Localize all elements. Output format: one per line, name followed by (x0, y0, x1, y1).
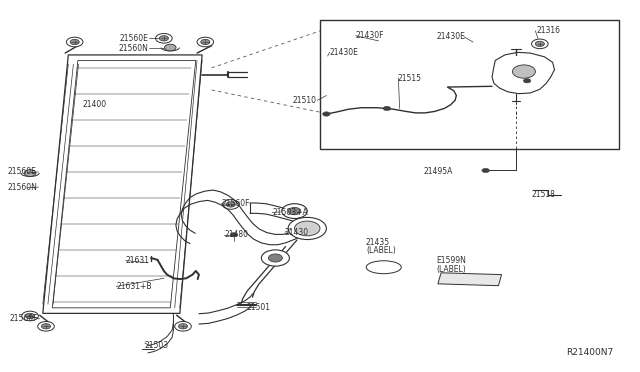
Polygon shape (492, 52, 554, 94)
Text: E1599N: E1599N (436, 256, 466, 265)
Circle shape (532, 39, 548, 49)
Circle shape (524, 78, 531, 83)
Text: 21400: 21400 (83, 100, 106, 109)
Circle shape (535, 41, 545, 46)
Text: 21495A: 21495A (423, 167, 452, 176)
Text: 21560F: 21560F (9, 314, 38, 323)
Text: 21503: 21503 (145, 341, 169, 350)
Circle shape (159, 36, 168, 41)
Text: 21435: 21435 (366, 238, 390, 247)
Text: 21430: 21430 (285, 228, 309, 237)
Circle shape (22, 311, 38, 321)
Circle shape (223, 200, 239, 209)
Circle shape (268, 254, 282, 262)
Circle shape (261, 250, 289, 266)
Text: 21560F: 21560F (221, 199, 250, 208)
Text: 21316: 21316 (537, 26, 561, 35)
Circle shape (294, 221, 320, 236)
Circle shape (175, 321, 191, 331)
Text: (LABEL): (LABEL) (366, 246, 396, 255)
Bar (320, 20, 620, 149)
Circle shape (70, 39, 79, 45)
Text: 21631+B: 21631+B (116, 282, 152, 291)
Circle shape (26, 313, 35, 318)
Circle shape (67, 37, 83, 47)
Circle shape (42, 324, 51, 329)
Polygon shape (438, 273, 502, 286)
Text: 21430E: 21430E (436, 32, 465, 41)
Text: 21430F: 21430F (356, 31, 384, 40)
Text: 21515: 21515 (397, 74, 422, 83)
Circle shape (24, 170, 36, 176)
Circle shape (288, 208, 301, 215)
Text: 21560E: 21560E (119, 34, 148, 43)
Circle shape (164, 44, 176, 51)
Text: 21501: 21501 (246, 303, 271, 312)
Text: 21560N: 21560N (118, 44, 148, 53)
Circle shape (323, 112, 330, 116)
Circle shape (201, 39, 210, 45)
Text: 21510: 21510 (293, 96, 317, 105)
Text: R21400N7: R21400N7 (566, 347, 613, 357)
Circle shape (513, 65, 536, 78)
Text: 21480: 21480 (225, 230, 248, 239)
Ellipse shape (366, 261, 401, 274)
Text: 21560E: 21560E (8, 167, 36, 176)
Text: 21518: 21518 (532, 190, 556, 199)
Text: 21560N: 21560N (8, 183, 38, 192)
Circle shape (38, 321, 54, 331)
Circle shape (156, 33, 172, 43)
Circle shape (383, 106, 391, 111)
Circle shape (179, 324, 188, 329)
Circle shape (226, 202, 236, 207)
Circle shape (230, 232, 238, 237)
Circle shape (282, 204, 307, 218)
Text: 21430E: 21430E (330, 48, 358, 57)
Text: (LABEL): (LABEL) (436, 264, 466, 273)
Text: 21503+A: 21503+A (272, 208, 308, 217)
Circle shape (288, 217, 326, 240)
Circle shape (197, 37, 214, 47)
Text: 21631: 21631 (125, 256, 150, 265)
Circle shape (482, 168, 490, 173)
